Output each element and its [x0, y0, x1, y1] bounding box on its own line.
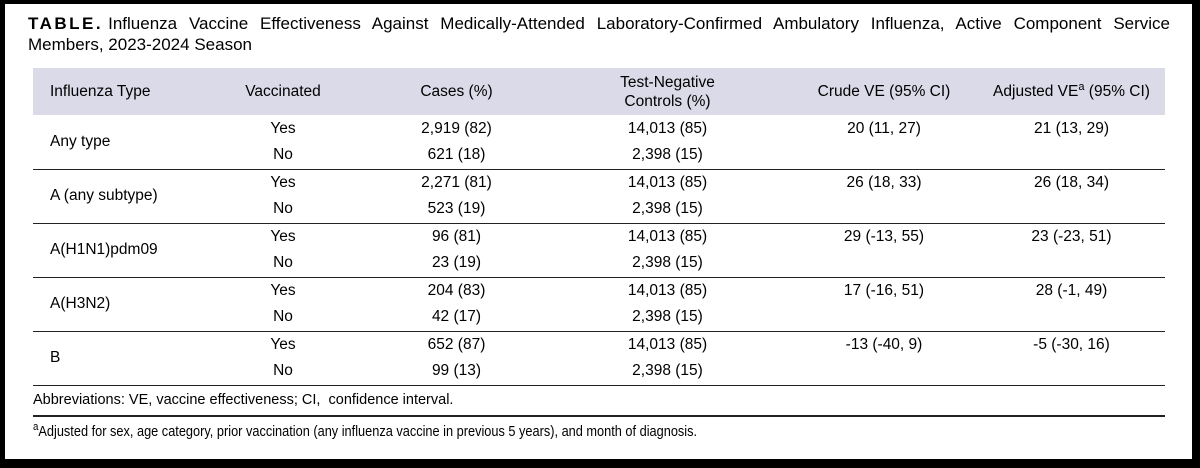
cell-vaccinated: Yes: [270, 281, 296, 299]
cell-crude-ve: [790, 196, 978, 224]
adjusted-ve-label: Adjusted VE: [993, 82, 1079, 100]
table-row-h3n2-no: No 42 (17) 2,398 (15): [33, 304, 1165, 332]
cell-controls: 14,013 (85): [627, 173, 708, 191]
cell-adjusted-ve: 28 (-1, 49): [1035, 281, 1108, 299]
cell-controls: 14,013 (85): [627, 281, 708, 299]
col-header-influenza-type: Influenza Type: [33, 68, 198, 115]
cell-crude-ve: [790, 304, 978, 332]
cell-controls: 2,398 (15): [545, 358, 790, 386]
cell-crude-ve: [790, 142, 978, 170]
cell-vaccinated: No: [198, 142, 368, 170]
table-row-h3n2-yes: A(H3N2) Yes 204 (83) 14,013 (85) 17 (-16…: [33, 277, 1165, 332]
table-row-any-type-no: No 621 (18) 2,398 (15): [33, 142, 1165, 170]
cell-cases: 2,919 (82): [421, 119, 492, 137]
cell-cases: 2,271 (81): [421, 173, 492, 191]
cell-adjusted-ve: -5 (-30, 16): [1033, 335, 1110, 353]
cell-cases: 96 (81): [431, 227, 482, 245]
cell-vaccinated: Yes: [270, 227, 296, 245]
cell-vaccinated: Yes: [270, 119, 296, 137]
cell-controls: 2,398 (15): [545, 250, 790, 278]
cell-cases: 99 (13): [368, 358, 545, 386]
adjusted-ve-footnote-marker: a: [1078, 80, 1085, 93]
cell-cases: 523 (19): [368, 196, 545, 224]
cell-adjusted-ve: 26 (18, 34): [1034, 173, 1109, 191]
cell-controls: 2,398 (15): [545, 196, 790, 224]
cell-vaccinated: Yes: [270, 335, 296, 353]
col-header-vaccinated: Vaccinated: [198, 68, 368, 115]
table-row-h1n1-no: No 23 (19) 2,398 (15): [33, 250, 1165, 278]
cell-crude-ve: 26 (18, 33): [846, 173, 922, 191]
footnote-text: Adjusted for sex, age category, prior va…: [38, 423, 698, 440]
cell-cases: 652 (87): [427, 335, 486, 353]
header-row: Influenza Type Vaccinated Cases (%) Test…: [33, 68, 1165, 115]
cell-influenza-type: A(H1N1)pdm09: [33, 223, 198, 278]
cell-vaccinated: No: [198, 196, 368, 224]
col-header-controls-text: Test-Negative Controls (%): [620, 73, 715, 110]
cell-controls: 14,013 (85): [627, 227, 708, 245]
cell-crude-ve: [790, 250, 978, 278]
cell-adjusted-ve: [978, 196, 1165, 224]
cell-influenza-type: Any type: [33, 115, 198, 170]
table-row-a-any-subtype-no: No 523 (19) 2,398 (15): [33, 196, 1165, 224]
cell-vaccinated: No: [198, 250, 368, 278]
cell-cases: 621 (18): [368, 142, 545, 170]
cell-adjusted-ve: [978, 142, 1165, 170]
cell-controls: 2,398 (15): [545, 304, 790, 332]
cell-vaccinated: No: [198, 304, 368, 332]
cell-influenza-type: A (any subtype): [33, 169, 198, 224]
footnote: aAdjusted for sex, age category, prior v…: [33, 417, 1165, 440]
footnote-text-wrapper: aAdjusted for sex, age category, prior v…: [33, 420, 698, 440]
table-row-h1n1-yes: A(H1N1)pdm09 Yes 96 (81) 14,013 (85) 29 …: [33, 223, 1165, 278]
col-header-crude-ve: Crude VE (95% CI): [790, 68, 978, 115]
col-header-test-negative-controls: Test-Negative Controls (%): [545, 68, 790, 115]
cell-crude-ve: 29 (-13, 55): [843, 227, 925, 245]
footnote-marker: a: [33, 420, 39, 433]
adjusted-ve-label-suffix: (95% CI): [1084, 82, 1150, 100]
abbreviations-note: Abbreviations: VE, vaccine effectiveness…: [33, 386, 1165, 417]
table-row-any-type-yes: Any type Yes 2,919 (82) 14,013 (85) 20 (…: [33, 115, 1165, 170]
cell-crude-ve: 17 (-16, 51): [843, 281, 925, 299]
cell-adjusted-ve: [978, 304, 1165, 332]
cell-influenza-type: B: [33, 331, 198, 386]
cell-influenza-type: A(H3N2): [33, 277, 198, 332]
vaccine-effectiveness-table: Influenza Type Vaccinated Cases (%) Test…: [33, 68, 1165, 386]
table-title: TABLE. Influenza Vaccine Effectiveness Ag…: [28, 13, 1170, 55]
cell-adjusted-ve: 21 (13, 29): [1034, 119, 1109, 137]
table-row-a-any-subtype-yes: A (any subtype) Yes 2,271 (81) 14,013 (8…: [33, 169, 1165, 224]
cell-crude-ve: -13 (-40, 9): [845, 335, 923, 353]
table-row-b-no: No 99 (13) 2,398 (15): [33, 358, 1165, 386]
col-header-adjusted-ve: Adjusted VEa (95% CI): [978, 68, 1165, 115]
table-title-label: TABLE.: [28, 14, 104, 33]
table-row-b-yes: B Yes 652 (87) 14,013 (85) -13 (-40, 9) …: [33, 331, 1165, 386]
cell-vaccinated: No: [198, 358, 368, 386]
cell-cases: 42 (17): [368, 304, 545, 332]
cell-cases: 23 (19): [368, 250, 545, 278]
cell-cases: 204 (83): [427, 281, 486, 299]
table-title-text: Influenza Vaccine Effectiveness Against …: [28, 14, 1170, 54]
cell-crude-ve: [790, 358, 978, 386]
cell-adjusted-ve: [978, 250, 1165, 278]
col-header-cases: Cases (%): [368, 68, 545, 115]
cell-controls: 14,013 (85): [627, 119, 708, 137]
cell-crude-ve: 20 (11, 27): [847, 119, 921, 137]
cell-controls: 2,398 (15): [545, 142, 790, 170]
cell-vaccinated: Yes: [270, 173, 296, 191]
cell-adjusted-ve: 23 (-23, 51): [1031, 227, 1112, 245]
cell-controls: 14,013 (85): [627, 335, 708, 353]
cell-adjusted-ve: [978, 358, 1165, 386]
